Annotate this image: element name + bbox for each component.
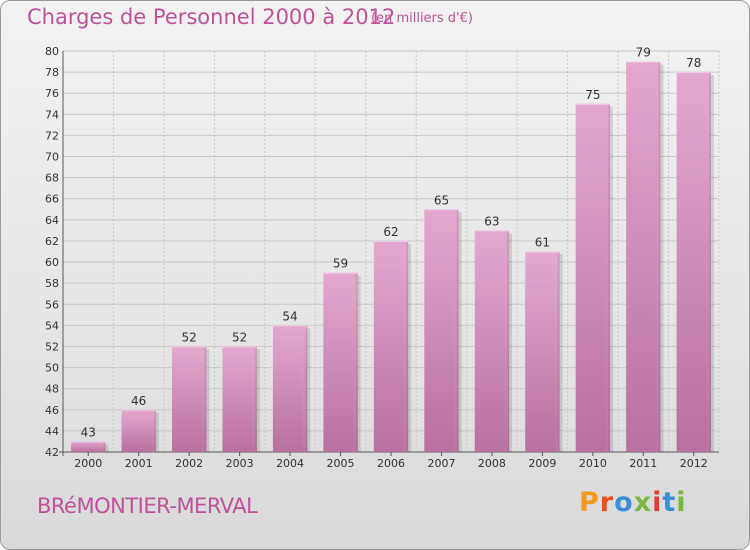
data-label: 46 (131, 394, 146, 408)
data-label: 59 (333, 257, 348, 271)
bar-shading (525, 251, 560, 452)
chart-subtitle: (en milliers d'€) (371, 11, 473, 26)
bar-shading (676, 72, 711, 453)
x-tick-label: 2003 (226, 457, 254, 470)
y-tick-label: 76 (45, 87, 59, 100)
x-tick-label: 2002 (175, 457, 203, 470)
data-label: 65 (434, 193, 449, 207)
y-tick-label: 80 (45, 45, 59, 58)
x-tick-label: 2008 (478, 457, 506, 470)
y-tick-label: 72 (45, 129, 59, 142)
logo-letter: i (652, 487, 663, 518)
logo-letter: r (599, 487, 615, 518)
logo-letter: i (676, 487, 687, 518)
y-tick-label: 48 (45, 383, 59, 396)
y-tick-label: 78 (45, 66, 59, 79)
bar-shading (272, 325, 308, 452)
data-label: 75 (585, 88, 600, 102)
logo-letter: o (614, 487, 634, 518)
y-tick-label: 62 (45, 235, 59, 248)
x-tick-label: 2011 (629, 457, 657, 470)
y-tick-label: 66 (45, 193, 59, 206)
bar-shading (626, 61, 661, 452)
x-tick-label: 2007 (427, 457, 455, 470)
y-tick-label: 50 (45, 362, 59, 375)
logo-letter: t (662, 487, 677, 518)
y-tick-label: 56 (45, 298, 59, 311)
y-tick-label: 46 (45, 404, 59, 417)
y-tick-label: 44 (45, 425, 59, 438)
x-tick-label: 2009 (528, 457, 556, 470)
proxiti-logo[interactable]: Proxiti (579, 487, 687, 518)
bar-shading (424, 209, 459, 452)
x-tick-label: 2000 (74, 457, 102, 470)
data-label: 78 (686, 56, 701, 70)
x-tick-label: 2005 (327, 457, 355, 470)
logo-letter: P (579, 487, 600, 518)
bar-shading (171, 346, 207, 452)
x-tick-label: 2004 (276, 457, 304, 470)
y-tick-label: 52 (45, 340, 59, 353)
data-label: 62 (383, 225, 398, 239)
y-tick-label: 42 (45, 446, 59, 459)
y-tick-label: 58 (45, 277, 59, 290)
data-label: 54 (282, 309, 297, 323)
commune-name: BRéMONTIER-MERVAL (37, 494, 258, 518)
y-tick-label: 60 (45, 256, 59, 269)
data-label: 43 (81, 425, 96, 439)
x-tick-label: 2001 (125, 457, 153, 470)
x-tick-label: 2010 (579, 457, 607, 470)
bar-shading (323, 272, 358, 452)
bar-shading (222, 346, 257, 452)
y-tick-label: 54 (45, 319, 59, 332)
y-tick-label: 64 (45, 214, 59, 227)
y-tick-label: 68 (45, 172, 59, 185)
x-tick-label: 2006 (377, 457, 405, 470)
data-label: 52 (232, 330, 247, 344)
y-tick-label: 70 (45, 151, 59, 164)
logo-letter: x (633, 487, 653, 518)
data-label: 61 (535, 236, 550, 250)
bar-shading (121, 409, 156, 452)
bar-shading (474, 230, 510, 452)
chart-title: Charges de Personnel 2000 à 2012 (27, 5, 396, 29)
bar-shading (71, 441, 106, 452)
data-label: 63 (484, 214, 499, 228)
bar-shading (373, 240, 409, 452)
y-tick-label: 74 (45, 108, 59, 121)
bar-shading (575, 103, 611, 453)
x-tick-label: 2012 (680, 457, 708, 470)
data-label: 52 (182, 330, 197, 344)
data-label: 79 (636, 46, 651, 60)
